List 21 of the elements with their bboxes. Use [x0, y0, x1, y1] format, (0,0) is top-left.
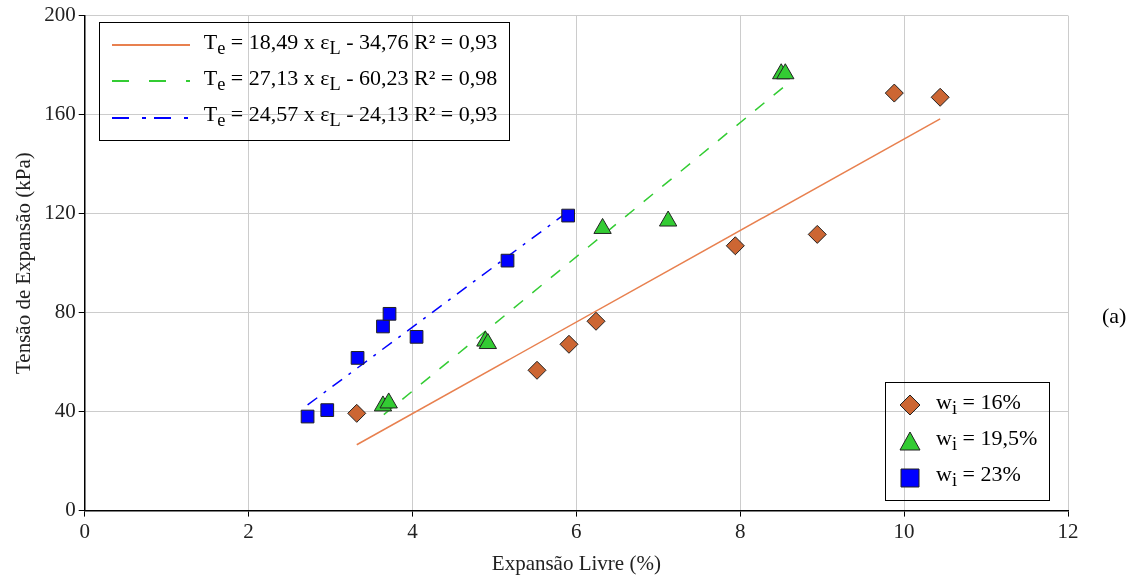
- y-tick-label: 200: [44, 2, 76, 27]
- legend-label: w$_{i}$ = 23%: [936, 460, 1021, 493]
- text: (a): [1102, 303, 1127, 330]
- x-tick-label: 10: [893, 518, 915, 543]
- y-tick-label: 160: [44, 101, 76, 126]
- x-axis-title: Expansão Livre (%): [491, 550, 661, 575]
- x-tick-label: 4: [407, 518, 419, 543]
- legend-label: w$_{i}$ = 16%: [936, 387, 1021, 420]
- y-tick-label: 40: [54, 398, 76, 423]
- legend-label: w$_{i}$ = 19,5%: [936, 424, 1038, 457]
- y-axis-title: Tensão de Expansão (kPa): [11, 152, 36, 375]
- x-tick-label: 8: [734, 518, 746, 543]
- legend-label: T$_{e}$ = 24,57 x ε$_{L}$ - 24,13 R² = 0,93: [203, 100, 498, 133]
- legend-label: T$_{e}$ = 18,49 x ε$_{L}$ - 34,76 R² = 0,93: [203, 27, 498, 60]
- x-tick-label: 6: [571, 518, 582, 543]
- y-tick-label: 0: [65, 497, 76, 522]
- x-tick-label: 12: [1057, 518, 1079, 543]
- legend-label: T$_{e}$ = 27,13 x ε$_{L}$ - 60,23 R² = 0,98: [203, 64, 498, 97]
- y-tick-label: 80: [54, 299, 76, 324]
- y-tick-label: 120: [44, 200, 76, 225]
- x-tick-label: 2: [243, 518, 254, 543]
